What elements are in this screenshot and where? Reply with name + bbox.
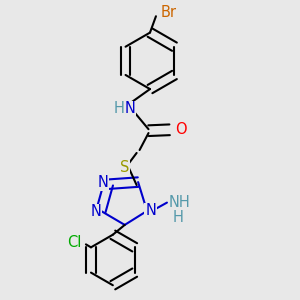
Text: Br: Br	[160, 5, 176, 20]
Text: H: H	[113, 101, 124, 116]
Text: N: N	[124, 101, 136, 116]
Text: Cl: Cl	[68, 236, 82, 250]
Text: S: S	[120, 160, 129, 175]
Text: N: N	[145, 203, 156, 218]
Text: NH: NH	[168, 194, 190, 209]
Text: O: O	[176, 122, 187, 137]
Text: H: H	[173, 210, 184, 225]
Text: N: N	[90, 204, 101, 219]
Text: N: N	[98, 175, 109, 190]
